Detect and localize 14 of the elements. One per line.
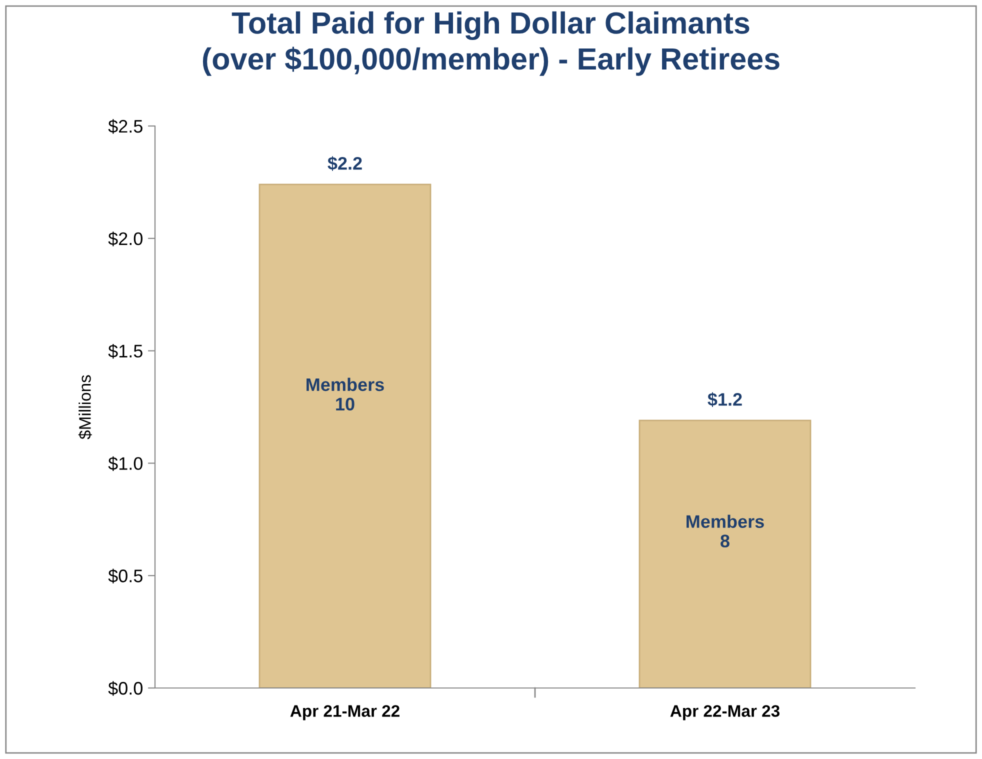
data-label: $1.2 [708,392,742,407]
annotation: Members 10 [306,378,384,411]
x-tick-label: Apr 22-Mar 23 [670,705,780,720]
data-label: $2.2 [328,156,362,171]
y-tick-label: $0.5 [108,568,142,584]
annotation: Members 8 [686,514,764,548]
y-axis-title: $Millions [78,375,92,440]
y-tick-label: $0.0 [108,681,142,696]
y-tick-label: $1.0 [108,456,142,471]
y-tick-label: $2.0 [108,232,142,246]
y-tick-label: $1.5 [108,344,142,359]
y-tick-label: $2.5 [108,119,142,134]
chart-title: Total Paid for High Dollar Claimants (over $100,000/member) - Early Retirees [202,11,780,76]
x-tick-label: Apr 21-Mar 22 [290,705,400,720]
